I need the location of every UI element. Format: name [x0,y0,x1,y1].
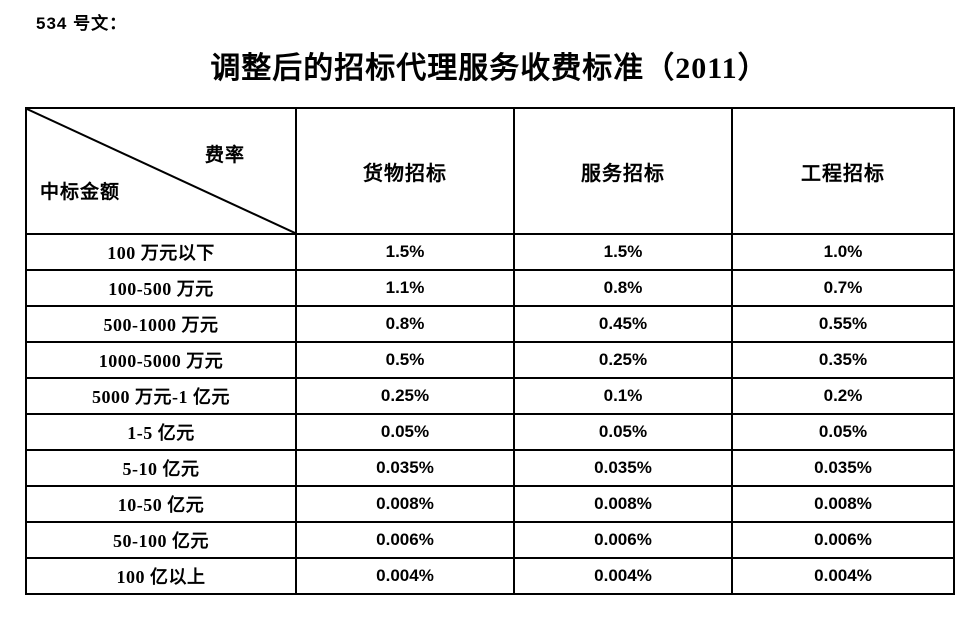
table-row: 5000 万元-1 亿元 0.25% 0.1% 0.2% [25,377,955,415]
column-header-goods-bidding: 货物招标 [295,107,515,235]
fee-rate-value: 0.55% [731,305,955,343]
fee-rate-value: 0.004% [731,557,955,595]
fee-rate-value: 1.0% [731,233,955,271]
row-label-amount-range: 50-100 亿元 [25,521,297,559]
row-label-amount-range: 100-500 万元 [25,269,297,307]
header-row: 费率 中标金额 货物招标 服务招标 工程招标 [25,107,955,235]
fee-rate-value: 0.004% [295,557,515,595]
fee-rate-value: 0.8% [513,269,733,307]
fee-rate-value: 0.008% [513,485,733,523]
corner-amount-label: 中标金额 [40,182,121,203]
table-row: 5-10 亿元 0.035% 0.035% 0.035% [25,449,955,487]
fee-rate-value: 1.5% [513,233,733,271]
row-label-amount-range: 100 亿以上 [25,557,297,595]
fee-table: 费率 中标金额 货物招标 服务招标 工程招标 100 万元以下 1.5% 1.5% 1… [25,107,955,595]
table-row: 500-1000 万元 0.8% 0.45% 0.55% [25,305,955,343]
row-label-amount-range: 5-10 亿元 [25,449,297,487]
fee-rate-value: 0.035% [513,449,733,487]
fee-rate-value: 0.2% [731,377,955,415]
fee-rate-value: 0.5% [295,341,515,379]
fee-rate-value: 0.008% [731,485,955,523]
fee-rate-value: 0.006% [731,521,955,559]
fee-rate-value: 0.05% [295,413,515,451]
fee-rate-value: 0.45% [513,305,733,343]
table-row: 1000-5000 万元 0.5% 0.25% 0.35% [25,341,955,379]
fee-rate-value: 0.7% [731,269,955,307]
fee-rate-value: 0.25% [295,377,515,415]
table-row: 10-50 亿元 0.008% 0.008% 0.008% [25,485,955,523]
row-label-amount-range: 500-1000 万元 [25,305,297,343]
page-title: 调整后的招标代理服务收费标准（2011） [210,52,769,85]
row-label-amount-range: 100 万元以下 [25,233,297,271]
fee-rate-value: 0.006% [295,521,515,559]
column-header-engineering-bidding: 工程招标 [731,107,955,235]
corner-rate-label: 费率 [204,145,245,166]
row-label-amount-range: 10-50 亿元 [25,485,297,523]
table-row: 100-500 万元 1.1% 0.8% 0.7% [25,269,955,307]
diagonal-divider-line [27,109,295,233]
fee-rate-value: 0.05% [731,413,955,451]
fee-rate-value: 0.8% [295,305,515,343]
fee-rate-value: 0.25% [513,341,733,379]
doc-number-label: 534 号文： [36,14,128,33]
table-row: 1-5 亿元 0.05% 0.05% 0.05% [25,413,955,451]
table-row: 50-100 亿元 0.006% 0.006% 0.006% [25,521,955,559]
fee-rate-value: 0.1% [513,377,733,415]
fee-rate-value: 0.035% [731,449,955,487]
fee-table-body: 100 万元以下 1.5% 1.5% 1.0% 100-500 万元 1.1% 0.8% 0.… [25,233,955,595]
fee-rate-value: 0.004% [513,557,733,595]
table-row: 100 亿以上 0.004% 0.004% 0.004% [25,557,955,595]
table-row: 100 万元以下 1.5% 1.5% 1.0% [25,233,955,271]
fee-rate-value: 1.1% [295,269,515,307]
fee-rate-value: 0.008% [295,485,515,523]
fee-rate-value: 1.5% [295,233,515,271]
row-label-amount-range: 1-5 亿元 [25,413,297,451]
row-label-amount-range: 1000-5000 万元 [25,341,297,379]
fee-rate-value: 0.05% [513,413,733,451]
fee-rate-value: 0.35% [731,341,955,379]
corner-cell: 费率 中标金额 [25,107,297,235]
fee-rate-value: 0.006% [513,521,733,559]
row-label-amount-range: 5000 万元-1 亿元 [25,377,297,415]
column-header-service-bidding: 服务招标 [513,107,733,235]
fee-rate-value: 0.035% [295,449,515,487]
